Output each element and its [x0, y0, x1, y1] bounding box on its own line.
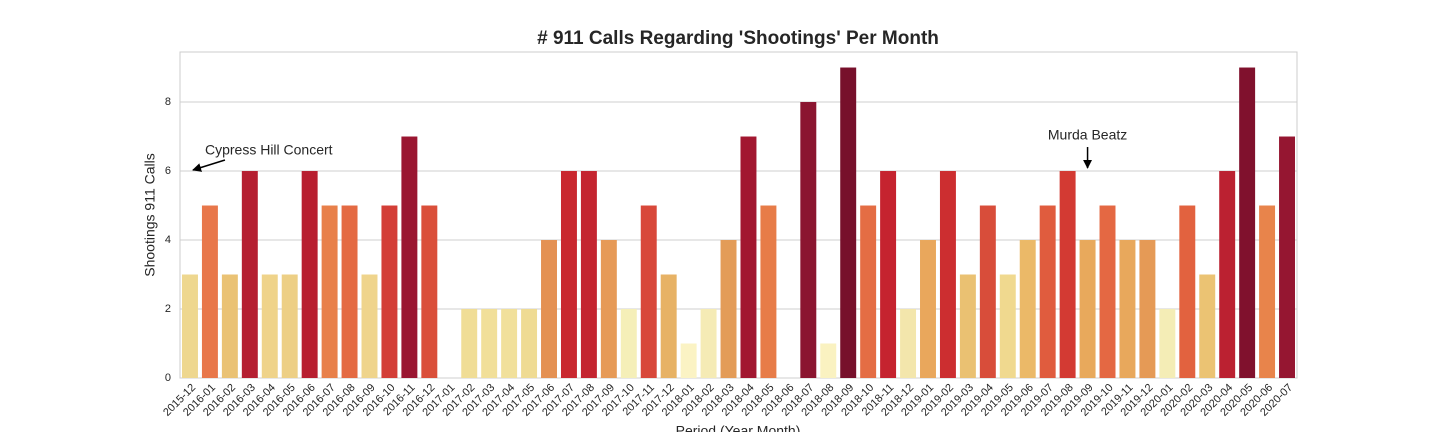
- y-tick-label: 2: [165, 303, 171, 315]
- bar: [461, 309, 478, 378]
- bar: [660, 274, 677, 378]
- bar: [501, 309, 518, 378]
- bar: [1079, 240, 1096, 378]
- bar: [241, 171, 258, 378]
- bar: [1099, 205, 1116, 378]
- bar: [341, 205, 358, 378]
- bar: [1239, 67, 1256, 379]
- bar: [181, 274, 198, 378]
- bar: [1159, 309, 1176, 378]
- bar: [1019, 240, 1036, 378]
- bar: [1119, 240, 1136, 378]
- y-tick-label: 4: [165, 234, 171, 246]
- bar: [521, 309, 538, 378]
- y-axis-label: Shootings 911 Calls: [142, 153, 158, 276]
- bar: [1059, 171, 1076, 378]
- bar: [800, 102, 817, 378]
- bar: [421, 205, 438, 378]
- bar: [1259, 205, 1276, 378]
- bar: [261, 274, 278, 378]
- bar: [720, 240, 737, 378]
- bar: [760, 205, 777, 378]
- bar: [541, 240, 557, 378]
- bar: [221, 274, 238, 378]
- chart-title: # 911 Calls Regarding 'Shootings' Per Mo…: [537, 28, 939, 49]
- y-tick-label: 0: [165, 372, 171, 384]
- bar: [1279, 136, 1296, 378]
- bar: [1219, 171, 1236, 378]
- bar: [959, 274, 976, 378]
- bar: [381, 205, 398, 378]
- y-tick-label: 8: [165, 96, 171, 108]
- bar: [979, 205, 996, 378]
- bar: [1179, 205, 1196, 378]
- bar: [680, 343, 697, 378]
- bar: [740, 136, 757, 378]
- y-tick-label: 6: [165, 165, 171, 177]
- bar: [401, 136, 418, 378]
- bar: [560, 171, 577, 378]
- bar: [201, 205, 218, 378]
- bar: [999, 274, 1016, 378]
- bar: [640, 205, 657, 378]
- bar: [700, 309, 717, 378]
- bar: [939, 171, 956, 378]
- annotation-arrow: [192, 159, 226, 172]
- bar: [1139, 240, 1156, 378]
- bar: [321, 205, 338, 378]
- bar: [481, 309, 498, 378]
- bar: [920, 240, 936, 378]
- bar: [1199, 274, 1216, 378]
- bar: [1039, 205, 1056, 378]
- bar: [840, 67, 857, 379]
- bar: [580, 171, 597, 378]
- x-axis-label: Period (Year Month): [676, 423, 801, 432]
- bar: [620, 309, 637, 378]
- bar: [301, 171, 318, 378]
- bar: [281, 274, 298, 378]
- bar: [820, 343, 837, 378]
- bar: [880, 171, 897, 378]
- bar: [900, 309, 917, 378]
- bar: [600, 240, 617, 378]
- bar: [860, 205, 877, 378]
- bar: [361, 274, 378, 378]
- annotation-text: Cypress Hill Concert: [205, 142, 333, 158]
- annotation-text: Murda Beatz: [1048, 127, 1127, 143]
